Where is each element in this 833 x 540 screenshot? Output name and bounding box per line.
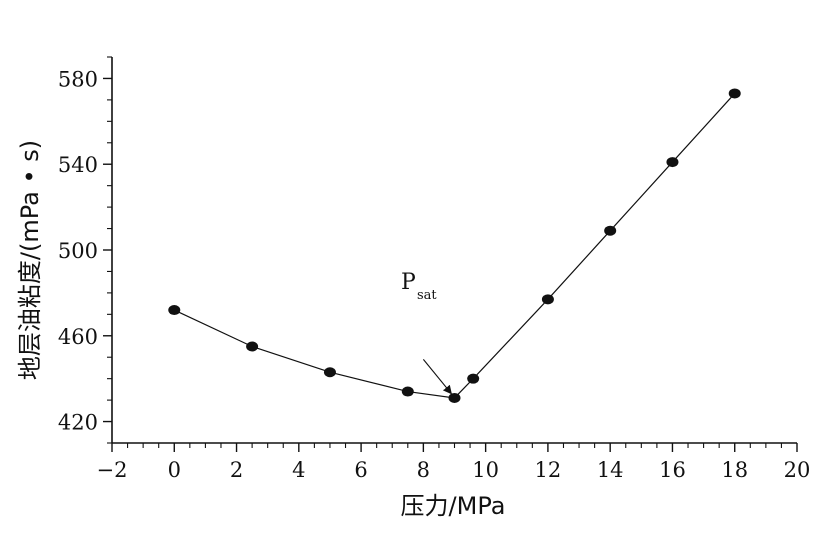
x-axis-title: 压力/MPa <box>401 492 506 520</box>
y-axis-title: 地层油粘度/(mPa • s) <box>16 140 44 380</box>
annotation-label: P <box>401 270 416 295</box>
y-tick-label: 540 <box>58 153 98 177</box>
x-tick-label: 8 <box>417 458 430 482</box>
data-point <box>467 373 480 384</box>
annotation-arrow <box>422 359 452 395</box>
x-tick-label: 12 <box>535 458 562 482</box>
data-point <box>541 294 554 305</box>
tick-labels: −2 0 2 4 6 8 10 12 14 16 18 20 420 460 500 540 580 <box>58 67 810 482</box>
x-tick-label: 10 <box>472 458 499 482</box>
data-point <box>448 392 461 403</box>
tick-marks <box>103 56 798 452</box>
x-tick-label: 16 <box>659 458 686 482</box>
x-tick-label: 4 <box>292 458 305 482</box>
x-tick-label: 18 <box>721 458 748 482</box>
data-point <box>323 367 336 378</box>
annotation-subscript: sat <box>417 288 437 303</box>
x-tick-label: 14 <box>597 458 624 482</box>
x-tick-label: 20 <box>784 458 811 482</box>
data-point <box>401 386 414 397</box>
x-tick-label: 2 <box>230 458 243 482</box>
y-tick-label: 580 <box>58 67 98 91</box>
x-tick-label: −2 <box>97 458 128 482</box>
axes <box>111 57 797 444</box>
data-series <box>168 88 741 403</box>
data-point <box>604 225 617 236</box>
x-tick-label: 6 <box>354 458 367 482</box>
series-line <box>174 93 736 399</box>
data-point <box>666 157 679 168</box>
x-tick-label: 0 <box>168 458 181 482</box>
y-tick-label: 500 <box>58 239 98 263</box>
data-point <box>728 88 741 99</box>
y-tick-label: 420 <box>58 411 98 435</box>
y-tick-label: 460 <box>58 325 98 349</box>
data-point <box>246 341 259 352</box>
data-point <box>168 305 181 316</box>
